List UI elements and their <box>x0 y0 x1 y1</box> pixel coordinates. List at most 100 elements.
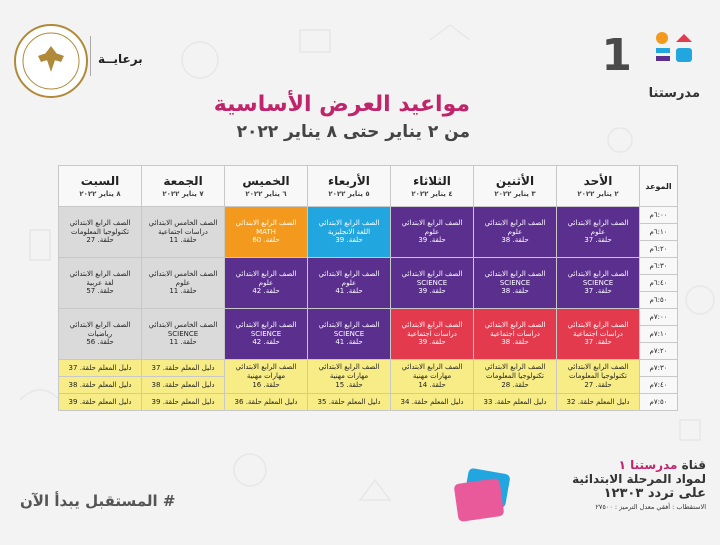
channel-polarization: الاستقطاب : أفقي معدل الترميز : ٢٧٥٠٠ <box>595 503 706 511</box>
channel-frequency: على تردد ١٢٣٠٣ <box>603 486 706 501</box>
program-cell: الصف الرابع الابتدائي دراسات اجتماعية حلقة… <box>390 308 474 360</box>
time-slot: ٦:٢٠م <box>639 240 678 258</box>
guide-cell: دليل المعلم حلقة. 32 <box>556 393 640 411</box>
channel-line: قناة مدرستنا ١ <box>618 458 706 472</box>
program-line2: لغة عربية <box>86 278 114 287</box>
program-line3: حلقة. 37 <box>584 236 612 245</box>
program-line2: علوم <box>507 227 523 236</box>
program-line2: تكنولوجيا المعلومات <box>486 372 544 381</box>
program-line3: حلقة. 14 <box>418 380 446 389</box>
program-line1: الصف الرابع الابتدائي <box>235 269 297 278</box>
tv-illustration-icon <box>454 468 510 522</box>
program-cell: الصف الخامس الابتدائي SCIENCE حلقة. 11 <box>141 308 225 360</box>
guide-cell: دليل المعلم حلقة. 34 <box>390 393 474 411</box>
program-line2: مهارات مهنية <box>412 372 452 381</box>
day-header: الأربعاء ٥ يناير ٢٠٢٢ <box>307 165 391 207</box>
madrasetna-logo: 1 مدرستنا <box>598 28 708 101</box>
footer-slogan: # المستقبل يبدأ الآن <box>20 492 176 510</box>
program-line2: علوم <box>590 227 606 236</box>
channel-info: قناة مدرستنا ١ لمواد المرحلة الابتدائية … <box>556 458 706 511</box>
channel-stage: لمواد المرحلة الابتدائية <box>572 472 706 486</box>
table-row: ٦:١٠م <box>59 223 678 241</box>
program-cell: الصف الرابع الابتدائي تكنولوجيا المعلومات… <box>473 359 557 394</box>
program-line3: حلقة. 38 <box>501 236 529 245</box>
program-line3: حلقة. 37 <box>584 338 612 347</box>
guide-cell: دليل المعلم حلقة. 35 <box>307 393 391 411</box>
program-line3: حلقة. 57 <box>86 287 114 296</box>
time-slot: ٧:١٠م <box>639 325 678 343</box>
guide-cell: دليل المعلم حلقة. 37 <box>141 359 225 377</box>
program-line2: مهارات مهنية <box>246 372 286 381</box>
program-line3: حلقة. 41 <box>335 338 363 347</box>
time-slot: ٦:٤٠م <box>639 274 678 292</box>
program-cell: الصف الرابع الابتدائي اللغة الانجليزية حلق… <box>307 206 391 258</box>
program-cell: الصف الرابع الابتدائي SCIENCE حلقة. 37 <box>556 257 640 309</box>
header-divider <box>90 36 91 76</box>
program-line1: الصف الخامس الابتدائي <box>148 218 218 227</box>
program-line1: الصف الرابع الابتدائي <box>401 269 463 278</box>
table-row: ٧:٠٠م الصف الرابع الابتدائي دراسات اجتماعي… <box>58 308 678 360</box>
program-line1: الصف الرابع الابتدائي <box>401 320 463 329</box>
time-slot: ٧:٠٠م <box>639 308 678 326</box>
program-line2: SCIENCE <box>167 329 199 338</box>
program-line2: تكنولوجيا المعلومات <box>569 372 627 381</box>
program-line3: حلقة. 28 <box>501 380 529 389</box>
program-line3: حلقة. 41 <box>335 287 363 296</box>
program-line3: حلقة. 27 <box>86 236 114 245</box>
program-line1: الصف الرابع الابتدائي <box>69 320 131 329</box>
program-line2: SCIENCE <box>250 329 282 338</box>
table-row: ٧:٤٠م دليل المعلم حلقة. 38 دليل المعلم حلق… <box>58 376 678 394</box>
program-cell: الصف الخامس الابتدائي علوم حلقة. 11 <box>141 257 225 309</box>
program-cell: الصف الرابع الابتدائي مهارات مهنية حلقة. 1… <box>224 359 308 394</box>
program-cell: الصف الرابع الابتدائي علوم حلقة. 39 <box>390 206 474 258</box>
program-line3: حلقة. 39 <box>418 338 446 347</box>
program-line3: حلقة. 56 <box>86 338 114 347</box>
table-header-row: الموعد الأحد ٢ يناير ٢٠٢٢ الأثنين ٣ يناير … <box>58 165 678 207</box>
program-line3: حلقة. 38 <box>501 338 529 347</box>
program-line3: حلقة. 39 <box>335 236 363 245</box>
program-line1: الصف الرابع الابتدائي <box>318 320 380 329</box>
channel-number: 1 <box>601 30 632 81</box>
guide-cell: دليل المعلم حلقة. 38 <box>141 376 225 394</box>
program-line3: حلقة. 16 <box>252 380 280 389</box>
program-cell: الصف الرابع الابتدائي دراسات اجتماعية حلقة… <box>473 308 557 360</box>
program-line2: دراسات اجتماعية <box>407 329 457 338</box>
program-line1: الصف الرابع الابتدائي <box>69 218 131 227</box>
program-line1: الصف الخامس الابتدائي <box>148 320 218 329</box>
program-line2: SCIENCE <box>499 278 531 287</box>
program-cell: الصف الرابع الابتدائي رياضيات حلقة. 56 <box>58 308 142 360</box>
program-line1: الصف الرابع الابتدائي <box>484 363 546 372</box>
guide-cell: دليل المعلم حلقة. 37 <box>58 359 142 377</box>
program-line2: علوم <box>341 278 357 287</box>
program-line2: دراسات اجتماعية <box>490 329 540 338</box>
program-line3: حلقة. 15 <box>335 380 363 389</box>
program-line2: دراسات اجتماعية <box>158 227 208 236</box>
program-line2: علوم <box>175 278 191 287</box>
program-cell: الصف الرابع الابتدائي علوم حلقة. 37 <box>556 206 640 258</box>
program-line3: حلقة. 11 <box>169 338 197 347</box>
schedule-table: الموعد الأحد ٢ يناير ٢٠٢٢ الأثنين ٣ يناير … <box>58 165 678 411</box>
program-cell: الصف الرابع الابتدائي تكنولوجيا المعلومات… <box>556 359 640 394</box>
program-line1: الصف الرابع الابتدائي <box>401 218 463 227</box>
program-cell: الصف الرابع الابتدائي علوم حلقة. 41 <box>307 257 391 309</box>
time-slot: ٧:٣٠م <box>639 359 678 377</box>
time-slot: ٧:٢٠م <box>639 342 678 360</box>
program-cell: الصف الرابع الابتدائي SCIENCE حلقة. 38 <box>473 257 557 309</box>
page-title: مواعيد العرض الأساسية <box>213 92 470 117</box>
program-line3: حلقة. 11 <box>169 287 197 296</box>
guide-cell: دليل المعلم حلقة. 39 <box>58 393 142 411</box>
guide-cell: دليل المعلم حلقة. 38 <box>58 376 142 394</box>
time-slot: ٧:٥٠م <box>639 393 678 411</box>
program-line1: الصف الرابع الابتدائي <box>567 218 629 227</box>
program-line2: اللغة الانجليزية <box>327 227 371 236</box>
table-row: ٦:٣٠م الصف الرابع الابتدائي SCIENCE حلقة. 3… <box>58 257 678 309</box>
day-header: السبت ٨ يناير ٢٠٢٢ <box>58 165 142 207</box>
program-line3: حلقة. 27 <box>584 380 612 389</box>
table-row: ٧:١٠م <box>59 325 678 343</box>
table-row: ٦:٥٠م <box>59 291 678 309</box>
program-line1: الصف الرابع الابتدائي <box>567 320 629 329</box>
program-line2: رياضيات <box>87 329 113 338</box>
program-line1: الصف الرابع الابتدائي <box>235 320 297 329</box>
guide-cell: دليل المعلم حلقة. 33 <box>473 393 557 411</box>
